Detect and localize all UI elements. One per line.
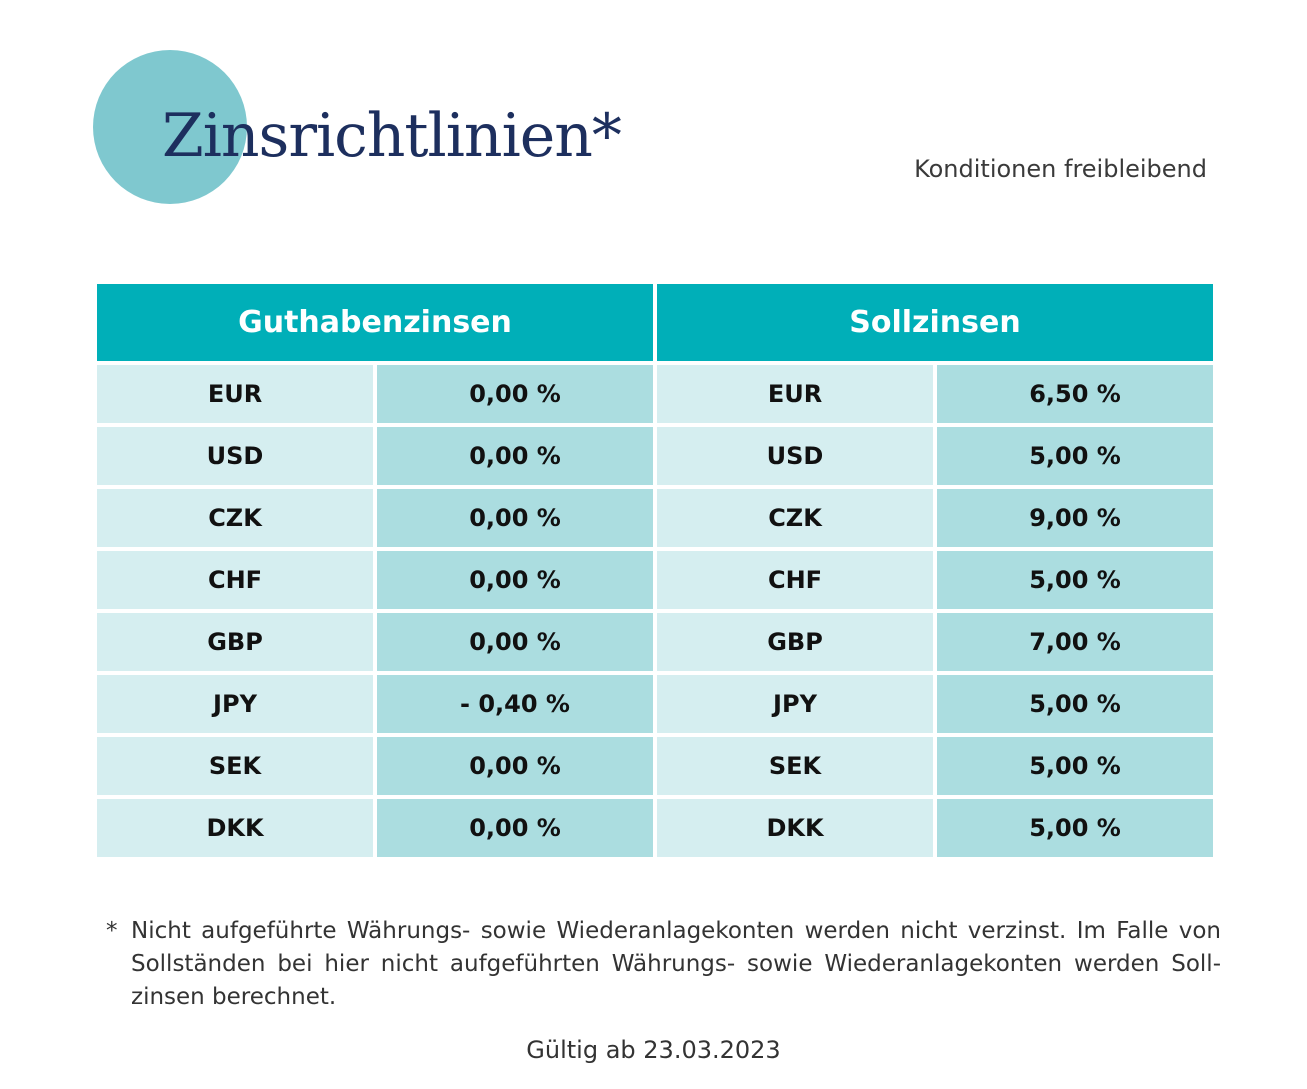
soll-rate-cell: 6,50 % <box>937 365 1213 423</box>
footnote: * Nicht aufgeführte Währungs- sowie Wied… <box>106 915 1221 1014</box>
guthaben-rate-cell: 0,00 % <box>377 489 653 547</box>
conditions-note: Konditionen freibleibend <box>914 155 1207 183</box>
soll-rate-cell: 7,00 % <box>937 613 1213 671</box>
guthaben-currency-cell: CHF <box>97 551 373 609</box>
footnote-marker: * <box>106 918 118 944</box>
guthaben-rate-cell: 0,00 % <box>377 365 653 423</box>
page-title: Zinsrichtlinien* <box>162 101 622 171</box>
guthaben-rate-cell: 0,00 % <box>377 613 653 671</box>
guthaben-rate-cell: 0,00 % <box>377 737 653 795</box>
soll-rate-cell: 5,00 % <box>937 799 1213 857</box>
guthaben-currency-cell: DKK <box>97 799 373 857</box>
footnote-text: Nicht aufgeführte Währungs- sowie Wieder… <box>131 918 1221 1010</box>
guthaben-rate-cell: 0,00 % <box>377 799 653 857</box>
guthaben-currency-cell: USD <box>97 427 373 485</box>
header-guthabenzinsen: Guthabenzinsen <box>97 284 653 361</box>
soll-rate-cell: 5,00 % <box>937 675 1213 733</box>
guthaben-currency-cell: SEK <box>97 737 373 795</box>
soll-currency-cell: CZK <box>657 489 933 547</box>
soll-currency-cell: EUR <box>657 365 933 423</box>
soll-currency-cell: SEK <box>657 737 933 795</box>
soll-rate-cell: 5,00 % <box>937 551 1213 609</box>
soll-rate-cell: 5,00 % <box>937 737 1213 795</box>
guthaben-currency-cell: EUR <box>97 365 373 423</box>
guthaben-currency-cell: CZK <box>97 489 373 547</box>
guthaben-rate-cell: 0,00 % <box>377 427 653 485</box>
soll-rate-cell: 5,00 % <box>937 427 1213 485</box>
guthaben-currency-cell: GBP <box>97 613 373 671</box>
soll-currency-cell: DKK <box>657 799 933 857</box>
guthaben-currency-cell: JPY <box>97 675 373 733</box>
soll-currency-cell: CHF <box>657 551 933 609</box>
header-sollzinsen: Sollzinsen <box>657 284 1213 361</box>
rate-grid: Guthabenzinsen Sollzinsen EUR 0,00 % EUR 6,… <box>97 284 1214 857</box>
soll-currency-cell: GBP <box>657 613 933 671</box>
validity-date: Gültig ab 23.03.2023 <box>526 1036 781 1064</box>
soll-currency-cell: JPY <box>657 675 933 733</box>
soll-rate-cell: 9,00 % <box>937 489 1213 547</box>
soll-currency-cell: USD <box>657 427 933 485</box>
decorative-circle <box>93 50 247 204</box>
interest-rates-table: Guthabenzinsen Sollzinsen EUR 0,00 % EUR 6,… <box>97 284 1214 857</box>
guthaben-rate-cell: 0,00 % <box>377 551 653 609</box>
guthaben-rate-cell: - 0,40 % <box>377 675 653 733</box>
